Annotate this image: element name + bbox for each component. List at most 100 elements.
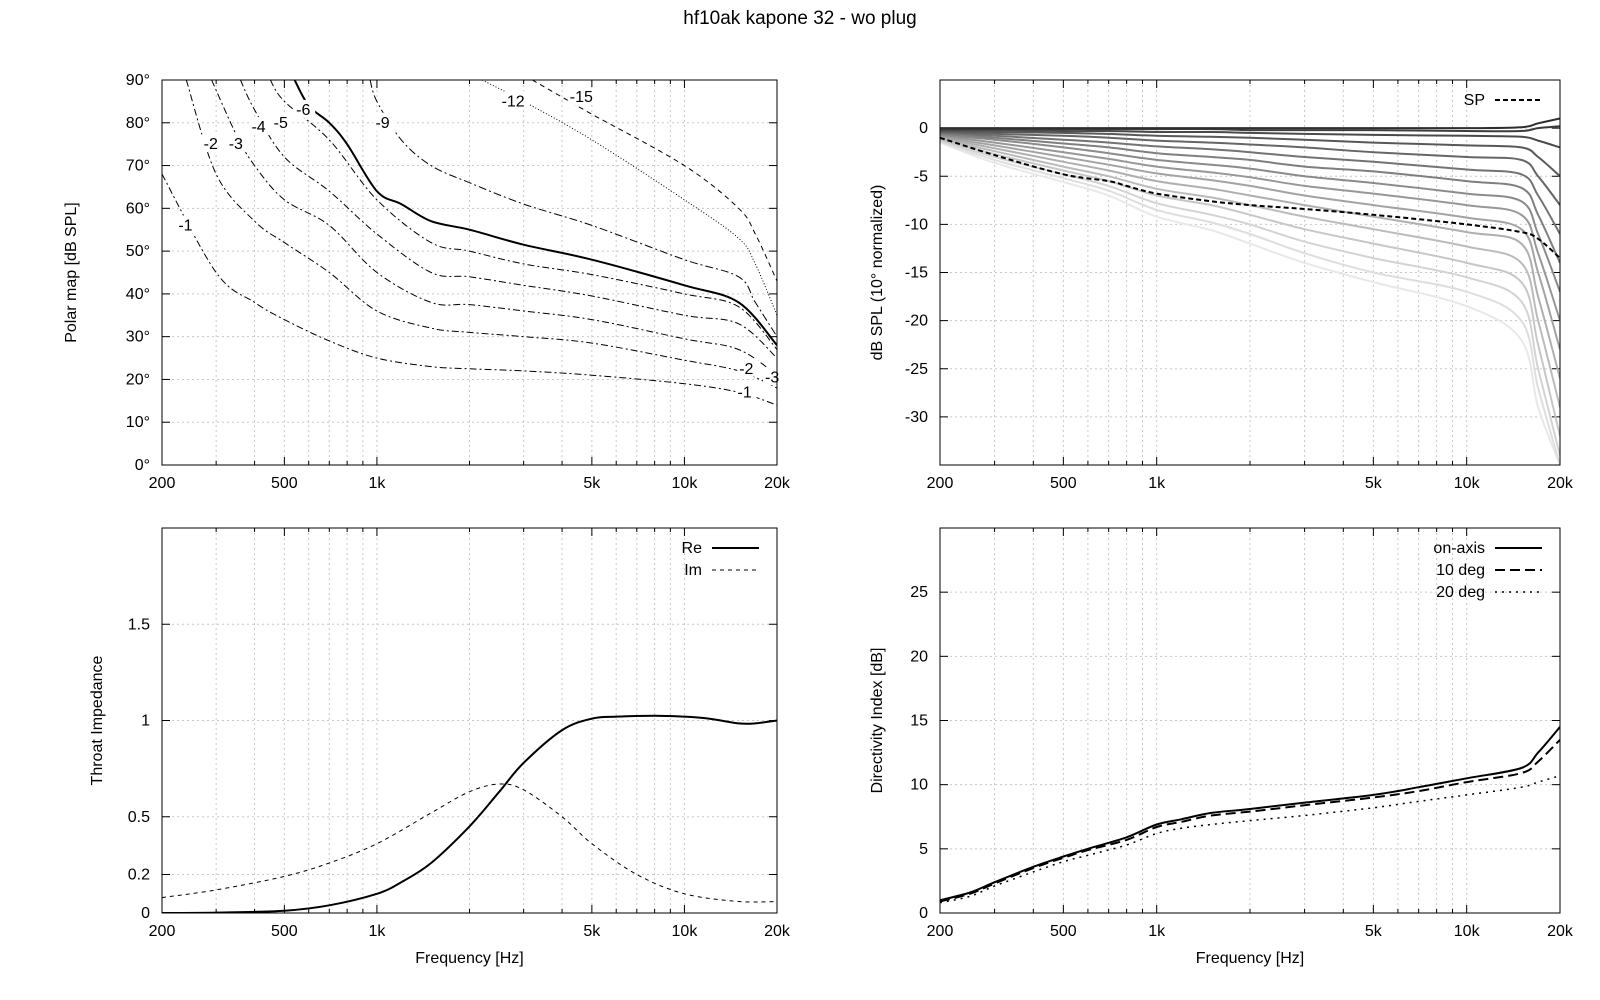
legend-label: on-axis bbox=[1433, 540, 1485, 557]
y-tick-label: -20 bbox=[905, 313, 928, 330]
contour-label: -12 bbox=[502, 93, 525, 110]
y-tick-label: 0° bbox=[135, 457, 150, 474]
y-tick-label: 50° bbox=[126, 243, 150, 260]
y-tick-label: -30 bbox=[905, 409, 928, 426]
y-tick-label: -15 bbox=[905, 265, 928, 282]
legend-label: 20 deg bbox=[1436, 584, 1485, 601]
polar-frame bbox=[161, 79, 778, 466]
x-tick-label: 1k bbox=[1148, 475, 1166, 492]
series-on-axis-line bbox=[940, 726, 1560, 902]
polar-panel: 200 500 1k 5k 10k 20k 0° 10° 20° 30° 40° 50° 60° 70° 8… bbox=[63, 72, 791, 492]
y-tick-label: 1.5 bbox=[128, 616, 150, 633]
series--3-line bbox=[211, 80, 777, 376]
contour-label-bg bbox=[567, 87, 598, 106]
y-axis-label: Directivity Index [dB] bbox=[869, 648, 886, 794]
y-tick-label: 0 bbox=[919, 905, 928, 922]
y-tick-label: 70° bbox=[126, 158, 150, 175]
y-tick-label: 20° bbox=[126, 371, 150, 388]
contour-label: -4 bbox=[251, 119, 265, 136]
x-tick-label: 10k bbox=[1454, 475, 1481, 492]
off-axis-curve bbox=[940, 132, 1560, 264]
x-tick-label: 10k bbox=[1454, 923, 1481, 940]
contour-label: -1 bbox=[178, 217, 192, 234]
x-tick-label: 500 bbox=[1050, 475, 1077, 492]
y-tick-label: -25 bbox=[905, 361, 928, 378]
spl-panel: 200 500 1k 5k 10k 20k 0 -5 -10 -15 -20 -25 -30 dB SPL… bbox=[869, 79, 1574, 492]
off-axis-curve bbox=[940, 136, 1560, 379]
series--9-line bbox=[369, 80, 777, 337]
legend-label: SP bbox=[1464, 92, 1485, 109]
y-tick-label: 0.5 bbox=[128, 809, 150, 826]
off-axis-curve bbox=[940, 133, 1560, 293]
spl-frame bbox=[939, 79, 1561, 466]
x-tick-label: 10k bbox=[672, 923, 699, 940]
contour-label-bg bbox=[201, 134, 223, 153]
x-axis-label: Frequency [Hz] bbox=[1196, 950, 1304, 967]
y-tick-label: 40° bbox=[126, 286, 150, 303]
contour-label-bg bbox=[271, 112, 293, 131]
series--1-line bbox=[162, 173, 777, 406]
off-axis-curve bbox=[940, 131, 1560, 206]
contour-label: -6 bbox=[296, 102, 310, 119]
y-tick-label: 1 bbox=[141, 713, 150, 730]
impedance-frame bbox=[161, 527, 778, 914]
x-tick-label: 10k bbox=[672, 475, 699, 492]
x-tick-label: 500 bbox=[271, 923, 298, 940]
impedance-plot-area bbox=[162, 714, 777, 913]
off-axis-curve bbox=[940, 138, 1560, 437]
x-tick-label: 5k bbox=[583, 475, 601, 492]
legend-label: Re bbox=[682, 540, 703, 557]
series-re-line bbox=[162, 714, 777, 913]
contour-label: -3 bbox=[229, 136, 243, 153]
series-im-line bbox=[162, 783, 777, 903]
y-tick-label: 20 bbox=[910, 648, 928, 665]
series--5-line bbox=[269, 80, 777, 350]
y-tick-label: 90° bbox=[126, 72, 150, 89]
y-tick-label: 25 bbox=[910, 584, 928, 601]
series-10-deg-line bbox=[940, 739, 1560, 903]
off-axis-curve bbox=[940, 134, 1560, 321]
x-tick-label: 1k bbox=[1148, 923, 1166, 940]
off-axis-curve bbox=[940, 139, 1560, 456]
contour-label-bg bbox=[176, 215, 198, 234]
contour-label: -3 bbox=[765, 369, 779, 386]
y-tick-label: 15 bbox=[910, 713, 928, 730]
legend-label: 10 deg bbox=[1436, 562, 1485, 579]
y-tick-label: 5 bbox=[919, 841, 928, 858]
contour-label: -9 bbox=[375, 115, 389, 132]
y-tick-label: 60° bbox=[126, 200, 150, 217]
y-tick-label: 10 bbox=[910, 777, 928, 794]
polar-plot-area bbox=[162, 80, 777, 406]
contour-label-bg bbox=[763, 367, 784, 386]
y-tick-label: -10 bbox=[905, 216, 928, 233]
legend-label: Im bbox=[684, 562, 702, 579]
y-axis-label: dB SPL (10° normalized) bbox=[869, 185, 886, 361]
x-tick-label: 1k bbox=[368, 475, 386, 492]
y-tick-label: 0 bbox=[919, 120, 928, 137]
x-tick-label: 500 bbox=[1050, 923, 1077, 940]
y-tick-label: 30° bbox=[126, 329, 150, 346]
x-tick-label: 5k bbox=[1365, 923, 1383, 940]
y-axis-label: Throat Impedance bbox=[89, 655, 106, 785]
off-axis-curve bbox=[940, 131, 1560, 235]
x-tick-label: 20k bbox=[764, 475, 791, 492]
y-tick-label: 0.2 bbox=[128, 867, 150, 884]
contour-label: -5 bbox=[274, 115, 288, 132]
series-sp-line bbox=[940, 136, 1560, 259]
x-tick-label: 500 bbox=[271, 475, 298, 492]
contour-label: -15 bbox=[570, 89, 593, 106]
contour-label: -1 bbox=[738, 384, 752, 401]
series--15-line bbox=[532, 80, 777, 282]
x-tick-label: 5k bbox=[1365, 475, 1383, 492]
contour-label-bg bbox=[294, 99, 316, 118]
contour-label-bg bbox=[499, 91, 530, 110]
series--4-line bbox=[240, 80, 777, 359]
x-tick-label: 5k bbox=[583, 923, 601, 940]
impedance-panel: 200 500 1k 5k 10k 20k 0 0.2 0.5 1 1.5 Throat Impeda… bbox=[89, 527, 791, 967]
x-tick-label: 200 bbox=[927, 475, 954, 492]
x-tick-label: 200 bbox=[927, 923, 954, 940]
contour-label: -2 bbox=[204, 136, 218, 153]
off-axis-curve bbox=[940, 141, 1560, 465]
contour-label-bg bbox=[737, 358, 759, 377]
